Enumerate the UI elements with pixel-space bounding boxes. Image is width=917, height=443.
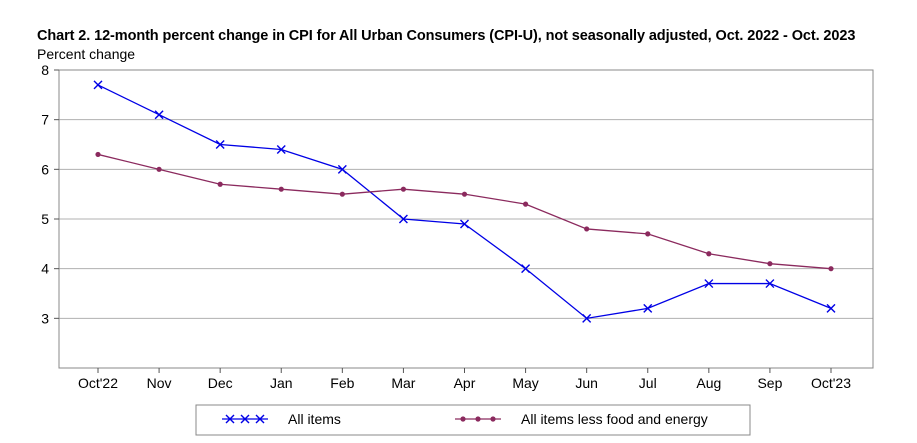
x-tick-label: May (512, 375, 538, 391)
data-point-all-items (521, 264, 531, 274)
x-tick-label: Oct'22 (78, 375, 118, 391)
legend-label: All items (288, 411, 341, 427)
legend-swatch-marker (240, 414, 250, 424)
y-tick-label: 4 (41, 261, 49, 277)
data-point-all-items (398, 214, 408, 224)
data-point-all-items-less-food-and-energy (400, 186, 407, 192)
data-point-all-items (215, 140, 225, 149)
x-tick-label: Feb (330, 375, 354, 391)
y-tick-label: 8 (41, 62, 49, 78)
chart-title: Chart 2. 12-month percent change in CPI … (37, 28, 856, 44)
series-line-all-items-less-food-and-energy (97, 153, 832, 270)
y-tick-label: 3 (41, 310, 49, 326)
data-point-all-items-less-food-and-energy (706, 251, 712, 257)
data-point-all-items-less-food-and-energy (339, 191, 345, 197)
legend-label: All items less food and energy (521, 411, 708, 427)
y-axis: 3 4 5 6 7 8 (41, 62, 59, 326)
data-point-all-items (765, 279, 775, 289)
data-point-all-items-less-food-and-energy (156, 166, 162, 172)
legend-swatch-marker (255, 414, 265, 424)
y-tick-label: 5 (41, 211, 49, 227)
legend-swatch-marker (225, 414, 235, 424)
data-point-all-items-less-food-and-energy (767, 261, 773, 267)
data-point-all-items (154, 110, 164, 120)
legend-swatch-marker (490, 416, 496, 422)
data-point-all-items-less-food-and-energy (95, 151, 101, 158)
x-tick-label: Sep (757, 375, 782, 391)
legend-swatch-marker (460, 416, 466, 422)
data-point-all-items-less-food-and-energy (278, 186, 284, 192)
x-tick-label: Jul (639, 375, 657, 391)
data-point-all-items (276, 144, 286, 154)
x-tick-label: Mar (391, 375, 415, 391)
x-tick-label: Dec (208, 375, 233, 391)
legend: All items All items less food and energy (222, 411, 708, 427)
y-tick-label: 7 (41, 112, 49, 128)
x-tick-label: Jan (270, 375, 293, 391)
data-point-all-items-less-food-and-energy (584, 226, 590, 232)
y-tick-label: 6 (41, 161, 49, 177)
data-point-all-items-less-food-and-energy (461, 191, 468, 197)
y-axis-label: Percent change (37, 46, 136, 62)
data-point-all-items (93, 80, 103, 90)
data-point-all-items-less-food-and-energy (522, 201, 529, 207)
gridlines (59, 119, 873, 319)
data-point-all-items (460, 219, 469, 229)
data-point-all-items (704, 279, 714, 289)
x-tick-label: Jun (575, 375, 598, 391)
legend-swatch-marker (475, 416, 481, 422)
data-point-all-items (337, 164, 347, 174)
x-tick-label: Apr (454, 375, 476, 391)
series-layer (93, 80, 836, 323)
x-tick-label: Aug (696, 375, 721, 391)
x-tick-label: Nov (147, 375, 172, 391)
legend-item: All items (222, 411, 341, 427)
data-point-all-items (826, 303, 836, 313)
legend-box (195, 404, 751, 436)
legend-item: All items less food and energy (455, 411, 708, 427)
data-point-all-items (643, 303, 653, 313)
data-point-all-items-less-food-and-energy (217, 181, 223, 187)
data-point-all-items-less-food-and-energy (828, 266, 834, 272)
x-axis: Oct'22 Nov Dec Jan Feb Mar Apr May Jun Jul Aug Sep O… (78, 368, 851, 391)
data-point-all-items (582, 313, 592, 323)
x-tick-label: Oct'23 (811, 375, 851, 391)
data-point-all-items-less-food-and-energy (645, 231, 651, 237)
